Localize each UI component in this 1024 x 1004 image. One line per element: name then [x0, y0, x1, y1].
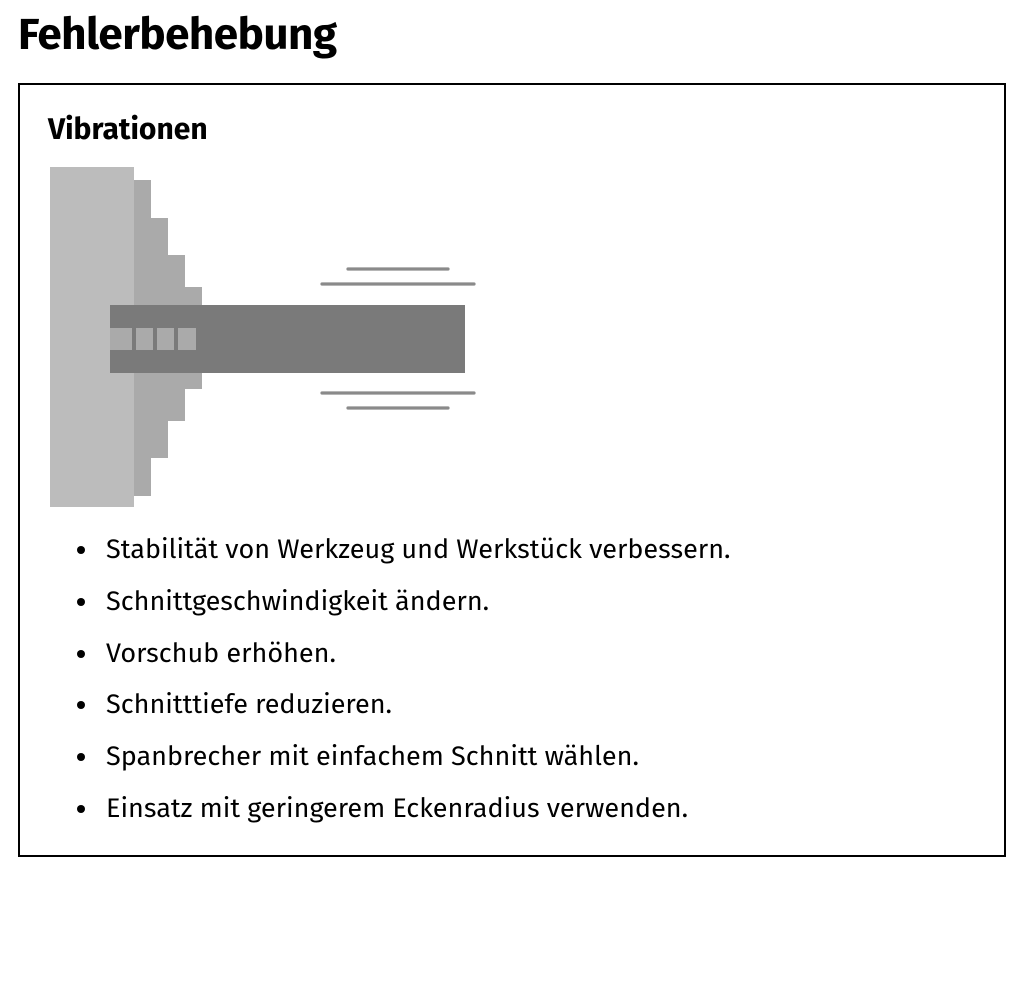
list-item: Schnittgeschwindigkeit ändern. [100, 586, 976, 620]
list-item: Vorschub erhöhen. [100, 638, 976, 672]
vibration-diagram [50, 167, 976, 512]
tips-list: Stabilität von Werkzeug und Werkstück ve… [60, 534, 976, 827]
list-item: Einsatz mit geringerem Eckenradius verwe… [100, 793, 976, 827]
page-title: Fehlerbehebung [18, 8, 1006, 61]
list-item: Spanbrecher mit einfachem Schnitt wählen… [100, 741, 976, 775]
section-heading: Vibrationen [48, 111, 976, 147]
list-item: Stabilität von Werkzeug und Werkstück ve… [100, 534, 976, 568]
troubleshoot-panel: Vibrationen Stabilität von Werkzeug und … [18, 83, 1006, 857]
list-item: Schnitttiefe reduzieren. [100, 689, 976, 723]
